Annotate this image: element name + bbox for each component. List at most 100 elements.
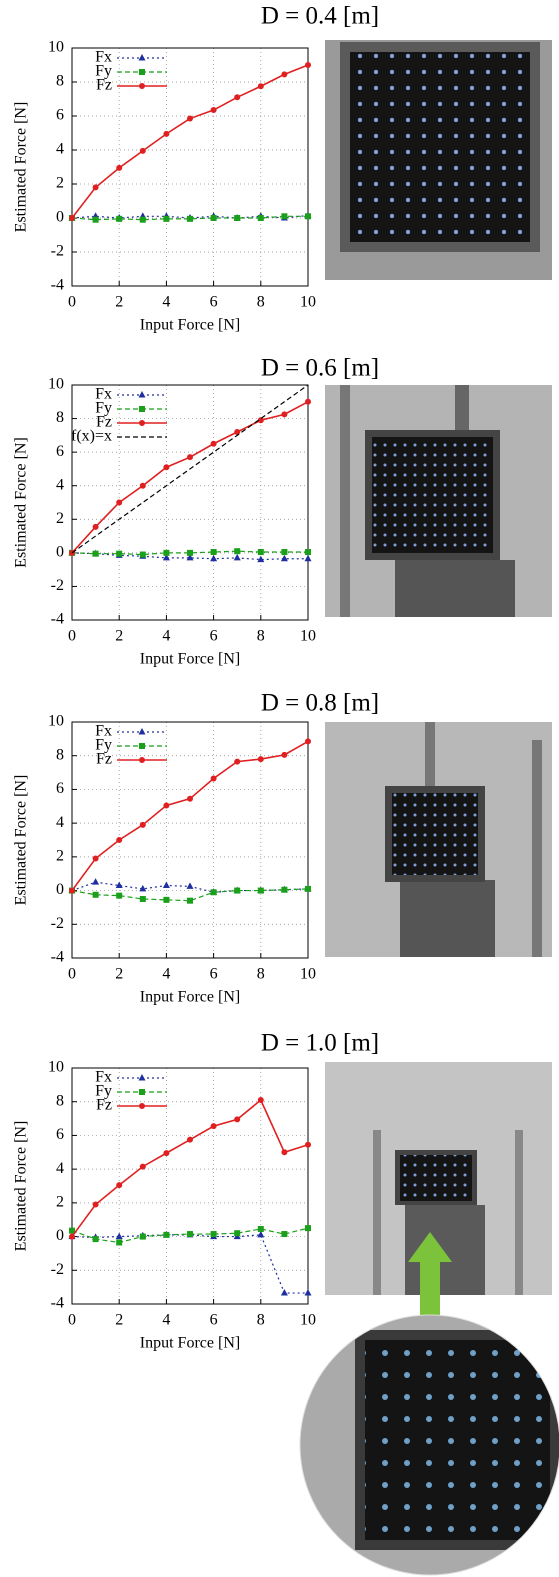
point — [234, 429, 241, 435]
x-tick-label: 6 — [210, 966, 218, 983]
point — [116, 499, 123, 506]
point — [281, 549, 288, 556]
point — [281, 411, 288, 418]
series-line — [71, 215, 308, 221]
point — [139, 83, 145, 89]
point — [210, 1231, 217, 1238]
point — [116, 215, 123, 222]
series-line — [71, 550, 308, 556]
point — [139, 896, 146, 902]
y-axis-label: Estimated Force [N] — [13, 1121, 30, 1252]
series-line — [71, 552, 308, 561]
plot-frame — [71, 1067, 309, 1305]
point — [210, 554, 218, 562]
point — [257, 756, 264, 763]
y-tick-label: -4 — [51, 277, 64, 294]
series-line — [71, 1098, 309, 1238]
point — [115, 1232, 123, 1240]
point — [138, 728, 146, 735]
y-tick-label: 8 — [56, 746, 64, 763]
x-tick-label: 10 — [300, 628, 316, 645]
chart-title: D = 0.8 [m] — [261, 690, 379, 717]
point — [234, 758, 241, 765]
x-tick-label: 2 — [115, 628, 123, 645]
x-tick-label: 4 — [162, 628, 170, 645]
y-tick-label: -4 — [51, 611, 64, 628]
point — [69, 1227, 75, 1234]
point — [163, 130, 170, 137]
y-tick-label: 2 — [56, 1194, 64, 1211]
point — [116, 837, 123, 843]
x-tick-label: 0 — [68, 1312, 76, 1329]
y-tick-label: 0 — [56, 209, 64, 226]
y-tick-label: 10 — [48, 1059, 64, 1076]
point — [234, 548, 241, 555]
point — [92, 523, 99, 530]
photo — [325, 385, 552, 617]
legend-label: Fy — [95, 737, 112, 754]
point — [234, 887, 241, 894]
y-tick-label: 6 — [56, 443, 64, 460]
x-tick-label: 0 — [68, 628, 76, 645]
y-tick-label: -2 — [51, 1261, 64, 1278]
x-axis-label: Input Force [N] — [140, 317, 240, 334]
point — [281, 71, 288, 78]
y-tick-label: 8 — [56, 73, 64, 90]
y-tick-label: 2 — [56, 175, 64, 192]
series-line — [71, 384, 309, 554]
legend-label: Fx — [95, 1069, 112, 1086]
point — [281, 213, 288, 220]
point — [210, 107, 217, 114]
point — [304, 1289, 312, 1296]
x-tick-label: 2 — [115, 966, 123, 983]
legend-label: Fz — [96, 77, 112, 94]
legend-label: Fx — [95, 723, 112, 740]
y-tick-label: -2 — [51, 577, 64, 594]
point — [305, 738, 311, 745]
point — [139, 482, 146, 489]
legend-label: Fx — [95, 49, 112, 66]
y-tick-label: 10 — [48, 713, 64, 730]
photo — [325, 722, 552, 957]
point — [210, 1123, 217, 1130]
x-tick-label: 8 — [257, 1312, 265, 1329]
point — [116, 1182, 123, 1189]
x-tick-label: 8 — [257, 628, 265, 645]
y-tick-label: 8 — [56, 1092, 64, 1109]
chart: D = 0.4 [m] -4 -2 0 2 4 6 8 10 0 2 4 6 8 10 Input Force… — [13, 3, 379, 334]
point — [92, 216, 99, 223]
point — [138, 391, 146, 398]
point — [139, 743, 145, 749]
point — [69, 887, 75, 894]
point — [187, 795, 193, 802]
point — [116, 164, 123, 171]
x-tick-label: 6 — [210, 294, 218, 311]
point — [139, 551, 146, 558]
x-tick-label: 6 — [210, 628, 218, 645]
x-tick-label: 10 — [300, 1312, 316, 1329]
point — [187, 897, 193, 904]
point — [210, 440, 217, 447]
point — [163, 1150, 170, 1157]
point — [257, 417, 264, 424]
chart-title: D = 0.6 [m] — [261, 355, 379, 382]
legend-label: Fy — [95, 400, 112, 417]
chart: D = 1.0 [m] -4 -2 0 2 4 6 8 10 0 2 4 6 8 10 Input Force… — [13, 1030, 379, 1352]
point — [281, 886, 288, 893]
point — [92, 184, 99, 191]
x-tick-label: 8 — [257, 966, 265, 983]
point — [210, 889, 217, 896]
plot-frame — [71, 384, 309, 621]
point — [210, 549, 217, 556]
zoom-photo — [300, 1315, 559, 1575]
series-line — [71, 1234, 308, 1294]
y-axis-label: Estimated Force [N] — [13, 102, 30, 233]
point — [92, 1201, 99, 1208]
point — [210, 775, 217, 782]
point — [69, 215, 75, 221]
point — [187, 454, 193, 461]
point — [186, 882, 194, 889]
point — [187, 115, 193, 122]
point — [305, 398, 311, 405]
y-tick-label: 6 — [56, 780, 64, 797]
